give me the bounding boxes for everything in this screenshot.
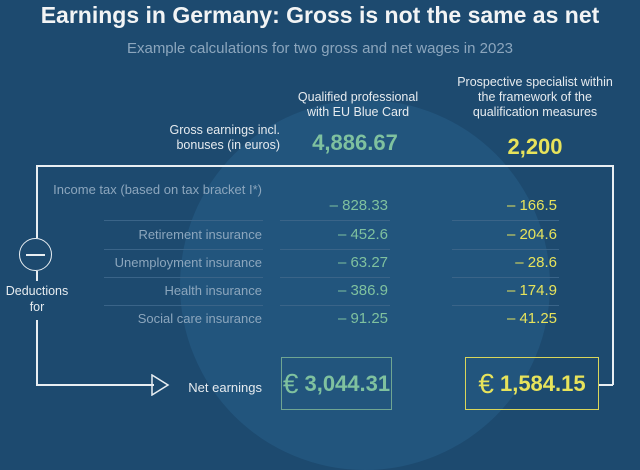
row-divider [280,277,390,278]
row-divider [452,249,559,250]
row-divider [104,277,263,278]
net-label: Net earnings [188,380,262,395]
deduction-specialist: – 41.25 [506,310,557,327]
bracket-top [37,165,613,167]
column-header-blue-card: Qualified professional with EU Blue Card [297,90,419,119]
net-blue-card: 3,044.31 [304,370,391,396]
row-label: Retirement insurance [138,227,262,242]
deduction-specialist: – 28.6 [515,254,557,271]
minus-circle-icon [19,238,52,271]
row-divider [452,305,559,306]
gross-label: Gross earnings incl. bonuses (in euros) [169,123,280,152]
net-specialist: 1,584.15 [499,370,586,396]
row-label: Social care insurance [137,311,262,326]
deduction-blue-card: – 452.6 [337,226,388,243]
net-box-blue-card: €3,044.31 [281,357,392,410]
subtitle: Example calculations for two gross and n… [126,40,514,57]
row-divider [104,305,263,306]
gross-blue-card: 4,886.67 [312,130,398,155]
row-label: Unemployment insurance [114,255,262,270]
bracket-bottom [36,384,154,386]
net-box-specialist: €1,584.15 [465,357,599,410]
euro-icon: € [282,367,299,399]
gross-specialist: 2,200 [507,134,563,159]
row-divider [280,305,390,306]
bracket-left-upper [36,165,38,238]
deduction-blue-card: – 63.27 [337,254,388,271]
background-circle [180,100,550,470]
deduction-specialist: – 174.9 [506,282,557,299]
row-divider [452,277,559,278]
arrow-right-icon [151,374,170,396]
euro-icon: € [478,367,494,399]
bracket-left-lower [36,320,38,385]
deduction-specialist: – 204.6 [506,226,557,243]
row-divider [104,249,263,250]
row-label: Health insurance [164,283,262,298]
row-divider [280,249,390,250]
column-header-specialist: Prospective specialist within the framew… [457,75,613,119]
bracket-right [612,165,614,385]
row-divider [452,220,559,221]
deduction-blue-card: – 386.9 [337,282,388,299]
row-divider [104,220,263,221]
deduction-blue-card: – 91.25 [337,310,388,327]
bracket-right-bottom [598,384,613,386]
row-label: Income tax (based on tax bracket I*) [53,182,262,197]
deduction-blue-card: – 828.33 [329,197,388,214]
deductions-label: Deductions for [5,284,69,314]
row-divider [280,220,390,221]
bracket-left-mid [36,271,38,281]
deduction-specialist: – 166.5 [506,197,557,214]
page-title: Earnings in Germany: Gross is not the sa… [40,2,600,28]
